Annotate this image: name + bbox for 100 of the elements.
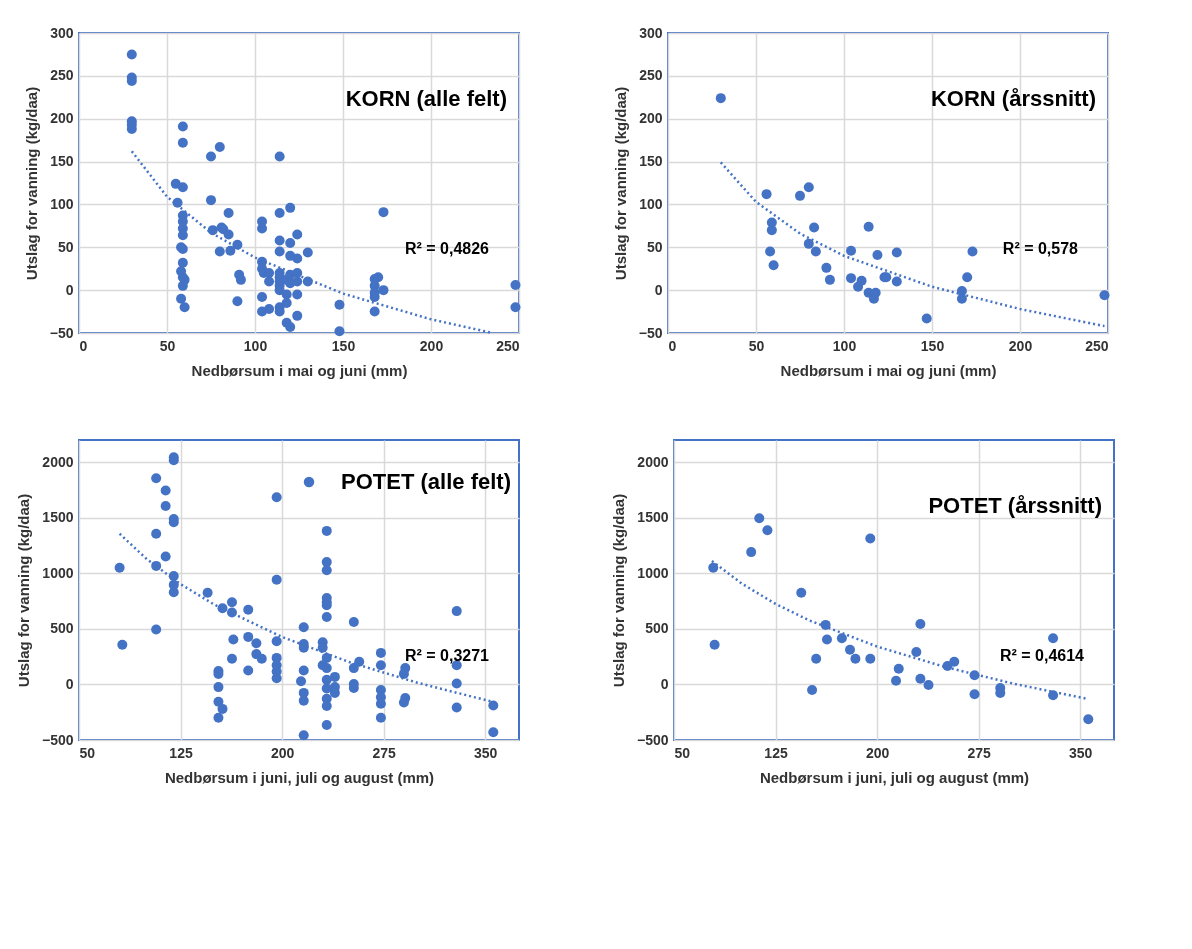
point [824,274,835,285]
y-axis-title: Utslag for vanning (kg/daa) [14,493,32,688]
point [766,225,777,236]
y-tick-label: 50 [57,238,74,255]
point [1083,714,1094,725]
y-tick-label: 200 [639,110,663,127]
point [836,633,847,644]
line-series [710,559,1089,701]
point [1048,690,1059,701]
point [865,653,876,664]
point [911,647,922,657]
point [796,587,807,598]
x-tick-label: 100 [832,337,857,354]
point [821,634,832,645]
y-tick-label: 150 [50,153,74,170]
x-tick-label: 200 [865,744,890,761]
x-tick-label: 275 [372,744,397,761]
x-axis-title: Nedbørsum i mai og juni (mm) [191,361,408,379]
y-tick-label: −500 [636,731,669,748]
x-tick-label: 50 [748,337,765,354]
y-tick-label: 0 [660,675,669,692]
point [923,680,934,690]
text: KORN (alle felt) [345,86,507,111]
x-axis-title: Nedbørsum i juni, juli og august (mm) [164,768,435,786]
x-axis-title: Nedbørsum i juni, juli og august (mm) [759,768,1030,786]
x-tick-label: 150 [331,337,356,354]
point [811,653,822,664]
point [845,644,855,655]
text: KORN (årssnitt) [930,86,1096,111]
y-tick-label: −50 [49,324,74,341]
point [967,246,978,257]
y-axis-title: Utslag for vanning (kg/daa) [609,493,627,688]
point [863,221,874,232]
x-tick-label: 350 [473,744,498,761]
x-tick-label: 50 [674,744,691,761]
annotation: R² = 0,3271 [404,647,490,664]
y-tick-label: 500 [645,620,669,637]
point [820,619,831,630]
point [708,562,719,573]
point [969,689,980,700]
point [765,246,776,257]
y-tick-label: 2000 [637,453,669,470]
x-tick-label: 125 [169,744,193,761]
y-tick-label: 0 [65,281,74,298]
point [846,245,857,256]
y-tick-label: 200 [50,110,74,127]
point [1048,633,1059,644]
point [856,275,867,286]
point [754,513,765,524]
point [746,547,757,558]
y-tick-label: 0 [654,281,663,298]
point [715,93,726,104]
y-tick-label: 2000 [42,453,74,470]
point [865,533,876,544]
point [803,238,814,249]
y-tick-label: 1000 [42,564,74,581]
x-tick-label: 250 [496,337,520,354]
point [761,189,772,200]
point [821,262,832,273]
point [915,619,926,629]
point [803,182,814,193]
y-tick-label: 1500 [637,509,669,526]
annotation: R² = 0,4614 [999,647,1085,664]
x-tick-label: 200 [1008,337,1033,354]
annotation: R² = 0,578 [1002,240,1079,257]
point [850,653,861,664]
point [846,273,857,284]
x-axis-title: Nedbørsum i mai og juni (mm) [780,361,997,379]
y-tick-label: 250 [639,67,663,84]
point [921,313,932,324]
x-tick-label: 0 [79,337,88,354]
y-tick-label: −500 [41,731,74,748]
point [809,222,820,233]
point [891,247,902,258]
point [949,656,960,667]
point [872,250,883,260]
x-tick-label: 250 [1085,337,1109,354]
y-tick-label: 250 [50,67,74,84]
legend-label: POTET (alle felt) [341,469,511,494]
x-tick-label: 150 [920,337,945,354]
point [768,260,779,271]
x-tick-label: 350 [1068,744,1093,761]
y-tick-label: 50 [646,238,663,255]
y-tick-label: 0 [65,675,74,692]
point [709,639,720,650]
y-tick-label: 1500 [42,509,74,526]
y-tick-label: −50 [638,324,663,341]
point [893,663,904,674]
x-tick-label: 200 [419,337,444,354]
y-tick-label: 300 [50,24,74,41]
point [891,276,902,287]
x-tick-label: 125 [764,744,788,761]
x-tick-label: 275 [967,744,992,761]
point [795,190,805,201]
point [891,675,902,686]
x-tick-label: 50 [79,744,96,761]
y-tick-label: 500 [50,620,74,637]
point [1099,290,1110,301]
x-tick-label: 200 [270,744,295,761]
point [810,246,821,257]
